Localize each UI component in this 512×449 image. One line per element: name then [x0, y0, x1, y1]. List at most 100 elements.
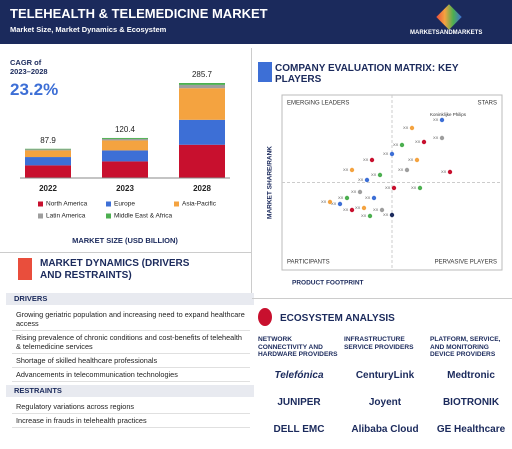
- driver-item: Rising prevalence of chronic conditions …: [12, 331, 250, 354]
- company-label: XX: [343, 207, 349, 212]
- bar-segment: [102, 138, 148, 141]
- company-label: XX: [393, 142, 399, 147]
- company-dot: [439, 135, 445, 141]
- driver-item: Growing geriatric population and increas…: [12, 308, 250, 331]
- restraint-item: Increase in frauds in telehealth practic…: [12, 414, 250, 428]
- bar-segment: [179, 119, 225, 145]
- company-dot: [327, 199, 333, 205]
- x-tick-label: 2022: [39, 184, 57, 193]
- company-dot: [414, 157, 420, 163]
- company-dot: [379, 207, 385, 213]
- matrix-icon: [258, 62, 272, 82]
- company-dot: [344, 195, 350, 201]
- bar-segment: [102, 140, 148, 151]
- company-dot: [404, 167, 410, 173]
- company-label: XX: [321, 199, 327, 204]
- company-label: XX: [355, 205, 361, 210]
- company-label: XX: [371, 172, 377, 177]
- bar-segment: [179, 144, 225, 178]
- legend-label: North America: [46, 201, 88, 208]
- company-label: XX: [433, 135, 439, 140]
- quadrant-label: EMERGING LEADERS: [287, 101, 349, 107]
- legend-label: Latin America: [46, 213, 86, 220]
- company-logo: GE Healthcare: [436, 424, 506, 435]
- company-logo: Medtronic: [447, 370, 495, 381]
- bar-segment: [179, 84, 225, 89]
- company-label: XX: [403, 125, 409, 130]
- company-dot: [364, 177, 370, 183]
- company-label: XX: [408, 157, 414, 162]
- legend-swatch: [38, 213, 43, 219]
- dynamics-title: MARKET DYNAMICS (DRIVERS AND RESTRAINTS): [40, 258, 190, 281]
- drivers-label: DRIVERS: [6, 293, 254, 305]
- driver-item: Shortage of skilled healthcare professio…: [12, 354, 250, 368]
- company-label: XX: [411, 185, 417, 190]
- ecosystem-title: ECOSYSTEM ANALYSIS: [280, 313, 395, 324]
- dynamics-icon: [18, 258, 32, 280]
- bar-segment: [25, 149, 71, 151]
- legend-label: Middle East & Africa: [114, 213, 173, 220]
- quadrant-label: PARTICIPANTS: [287, 260, 330, 266]
- company-label: XX: [343, 167, 349, 172]
- restraint-item: Regulatory variations across regions: [12, 400, 250, 414]
- company-logo: CenturyLink: [355, 370, 415, 381]
- bar-segment: [102, 137, 148, 139]
- company-dot: [349, 207, 355, 213]
- company-dot: [349, 167, 355, 173]
- x-axis-label: MARKET SIZE (USD BILLION): [72, 236, 178, 245]
- brand: MARKETSANDMARKETS: [410, 30, 483, 36]
- highlight-label: Koninklijke Philips: [430, 112, 467, 117]
- x-tick-label: 2028: [193, 184, 211, 193]
- company-dot: [399, 142, 405, 148]
- divider: [251, 48, 252, 298]
- company-dot: [361, 205, 367, 211]
- restraints-label: RESTRAINTS: [6, 385, 254, 397]
- company-label: XX: [373, 207, 379, 212]
- ecosystem-header: PLATFORM, SERVICE, AND MONITORING DEVICE…: [430, 336, 501, 358]
- bar-segment: [25, 165, 71, 178]
- legend-label: Asia-Pacific: [182, 201, 217, 208]
- company-label: XX: [331, 201, 337, 206]
- company-label: XX: [351, 189, 357, 194]
- total-label: 87.9: [40, 136, 56, 145]
- company-logo: Alibaba Cloud: [351, 424, 419, 435]
- company-logo: JUNIPER: [277, 397, 321, 408]
- company-label: XX: [433, 117, 439, 122]
- company-label: XX: [361, 213, 367, 218]
- company-dot: [367, 213, 373, 219]
- bar-segment: [25, 148, 71, 150]
- company-dot: [371, 195, 377, 201]
- legend-swatch: [106, 201, 111, 207]
- cagr-label: CAGR of 2023–2028: [10, 58, 48, 76]
- bar-segment: [25, 150, 71, 158]
- company-dot: [391, 185, 397, 191]
- company-dot: [377, 172, 383, 178]
- ecosystem-icon: [258, 308, 272, 326]
- company-label: XX: [363, 157, 369, 162]
- company-logo: Telefónica: [274, 370, 324, 381]
- company-logo: DELL EMC: [273, 424, 325, 435]
- company-dot: [417, 185, 423, 191]
- company-dot: [421, 139, 427, 145]
- company-label: XX: [441, 169, 447, 174]
- legend-label: Europe: [114, 201, 135, 208]
- company-label: XX: [383, 151, 389, 156]
- total-label: 120.4: [115, 125, 136, 134]
- subtitle: Market Size, Market Dynamics & Ecosystem: [10, 25, 167, 34]
- ecosystem-header: NETWORK CONNECTIVITY AND HARDWARE PROVID…: [258, 336, 338, 358]
- company-logo: Joyent: [368, 397, 402, 408]
- page-title: TELEHEALTH & TELEMEDICINE MARKET: [10, 6, 268, 21]
- company-label: XX: [385, 185, 391, 190]
- x-tick-label: 2023: [116, 184, 134, 193]
- company-dot: [357, 189, 363, 195]
- company-dot: [409, 125, 415, 131]
- quadrant-label: STARS: [477, 101, 497, 107]
- company-label: XX: [365, 195, 371, 200]
- bar-segment: [179, 88, 225, 120]
- header-band: [0, 0, 512, 44]
- company-label: XX: [338, 195, 344, 200]
- company-dot: [389, 151, 395, 157]
- legend-swatch: [38, 201, 43, 207]
- divider: [0, 252, 251, 253]
